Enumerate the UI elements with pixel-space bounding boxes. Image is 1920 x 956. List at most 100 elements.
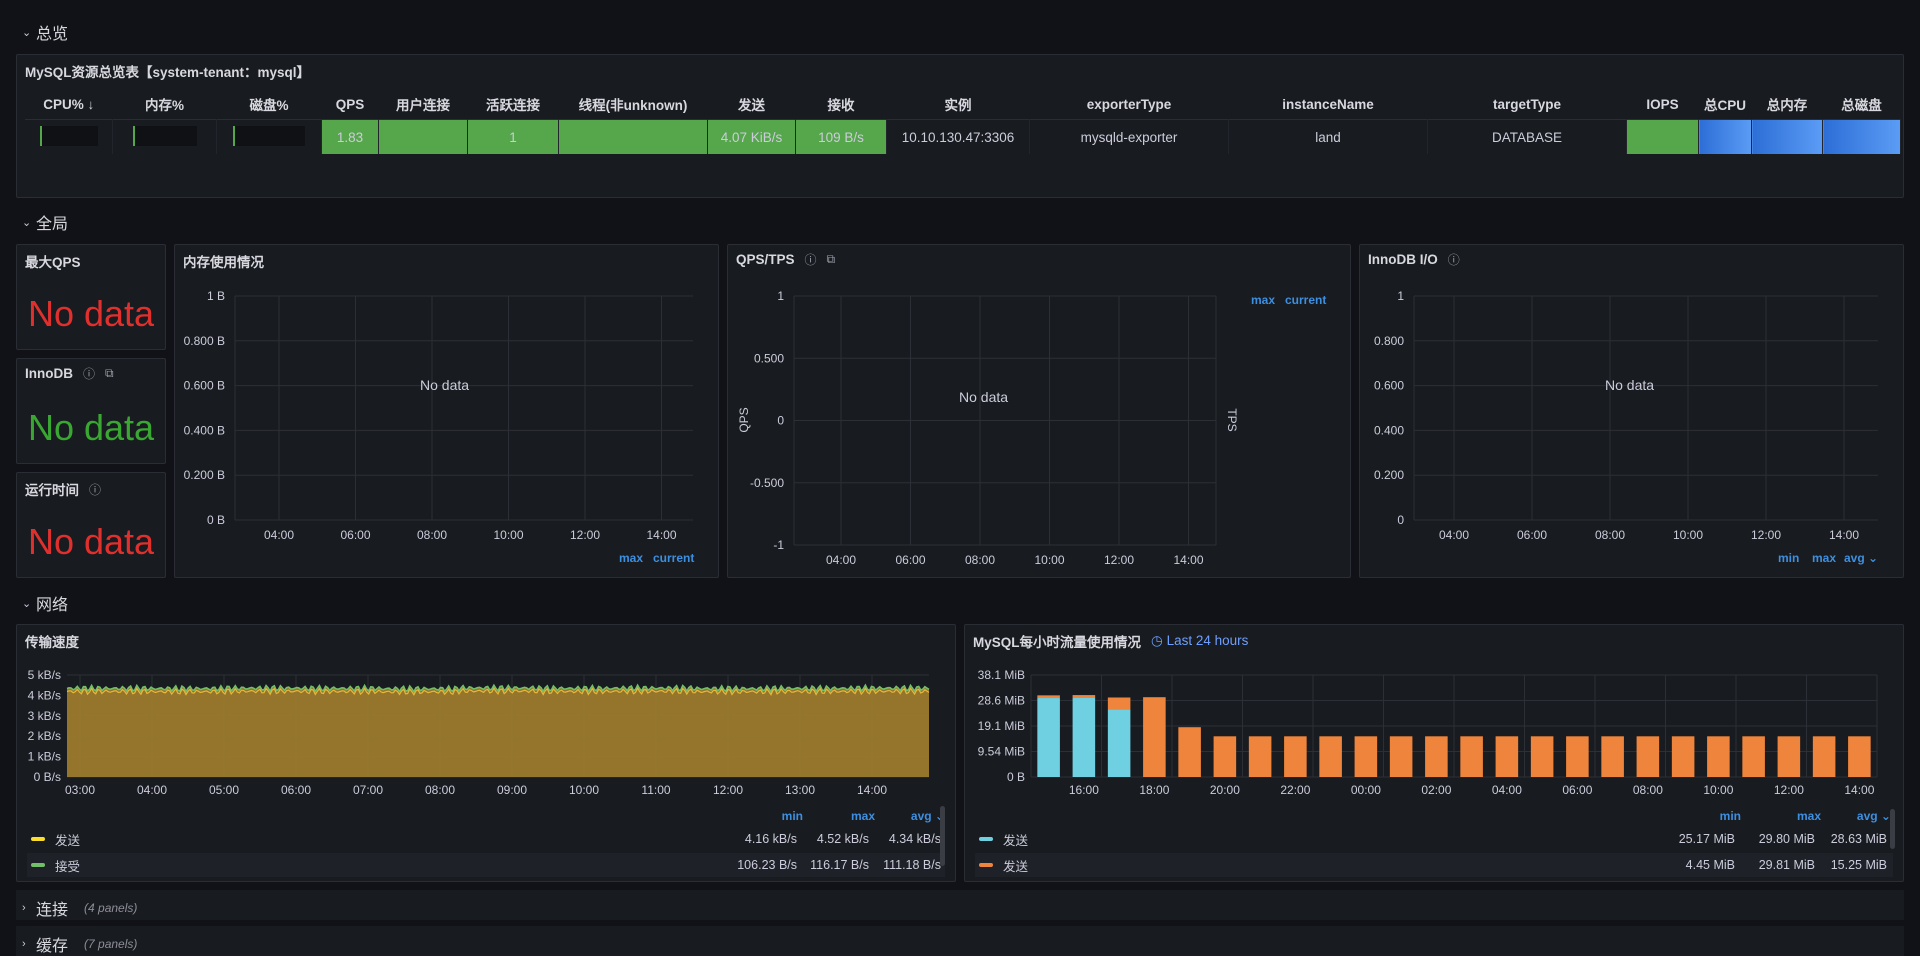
- row-global[interactable]: ⌄ 全局: [22, 210, 68, 234]
- column-header[interactable]: 总磁盘: [1841, 98, 1882, 113]
- column-header[interactable]: targetType: [1492, 96, 1561, 112]
- x-tick-label: 00:00: [1351, 783, 1381, 795]
- external-link-icon[interactable]: ⧉: [826, 252, 836, 266]
- legend-min[interactable]: min: [1778, 551, 1800, 565]
- legend-row[interactable]: 发送 4.45 MiB 29.81 MiB 15.25 MiB: [975, 853, 1893, 877]
- row-connections[interactable]: › 连接 (4 panels): [22, 896, 137, 920]
- y-tick-label: 1: [777, 289, 784, 303]
- y-tick-label: 19.1 MiB: [978, 719, 1025, 733]
- series-swatch: [979, 837, 993, 841]
- stat-header-min[interactable]: min: [1719, 809, 1741, 823]
- clock-icon: ◷: [1151, 633, 1163, 648]
- column-header[interactable]: IOPS: [1646, 96, 1679, 112]
- info-icon[interactable]: ⓘ: [89, 482, 102, 497]
- series-avg: 111.18 B/s: [883, 858, 941, 872]
- stat-header-max[interactable]: max: [850, 809, 875, 823]
- info-icon[interactable]: ⓘ: [83, 367, 96, 381]
- y-tick-label: 0.800 B: [184, 334, 225, 348]
- y-tick-label: 1 kB/s: [28, 750, 61, 764]
- legend-max[interactable]: max: [619, 551, 644, 565]
- legend-max[interactable]: max: [1251, 293, 1276, 307]
- x-tick-label: 12:00: [570, 528, 600, 542]
- stat-header-min[interactable]: min: [781, 809, 803, 823]
- column-header[interactable]: 发送: [738, 98, 765, 113]
- legend-current[interactable]: current: [1285, 293, 1327, 307]
- column-header[interactable]: 用户连接: [396, 98, 450, 113]
- y-tick-label: 2 kB/s: [28, 729, 61, 743]
- x-tick-label: 22:00: [1280, 783, 1310, 795]
- legend-row[interactable]: 发送 4.16 kB/s 4.52 kB/s 4.34 kB/s: [27, 827, 945, 851]
- info-icon[interactable]: ⓘ: [804, 253, 817, 267]
- qps-tps-chart: 1 0.500 0 -0.500 -1 04:00 06:00 08:00 10:00 12:00…: [737, 289, 1239, 567]
- row-overview[interactable]: ⌄ 总览: [22, 20, 68, 44]
- series-line-recv: [66, 683, 930, 694]
- legend-row[interactable]: 接受 106.23 B/s 116.17 B/s 111.18 B/s: [27, 853, 945, 877]
- row-cache-bar[interactable]: [16, 926, 1904, 956]
- panel-title: 传输速度: [25, 635, 79, 650]
- x-tick-label: 12:00: [1774, 783, 1804, 795]
- column-header[interactable]: 总内存: [1766, 98, 1808, 113]
- x-tick-label: 14:00: [646, 528, 676, 542]
- legend-row[interactable]: 发送 25.17 MiB 29.80 MiB 28.63 MiB: [975, 827, 1893, 851]
- qps-tps-panel: QPS/TPS ⓘ ⧉ 1 0.500 0 -0.500 -1 04:00 06:00 08:00…: [727, 244, 1351, 578]
- legend-current[interactable]: current: [653, 551, 695, 565]
- y-tick-label: 0.800: [1374, 334, 1404, 348]
- column-header[interactable]: instanceName: [1282, 96, 1374, 112]
- bar-send-orange: [1389, 736, 1413, 777]
- panel-title: QPS/TPS: [736, 252, 795, 267]
- column-header[interactable]: QPS: [335, 96, 365, 112]
- row-connections-bar[interactable]: [16, 890, 1904, 920]
- y-tick-label: -0.500: [750, 476, 784, 490]
- y-tick-label: 9.54 MiB: [978, 745, 1025, 759]
- bar-send-orange: [1354, 736, 1378, 777]
- column-header[interactable]: 线程(非unknown): [578, 98, 688, 113]
- cell-user-conn: [378, 119, 468, 154]
- legend-avg[interactable]: avg ⌄: [1844, 551, 1879, 565]
- x-tick-label: 06:00: [1517, 528, 1547, 542]
- stat-header-avg[interactable]: avg ⌄: [1856, 809, 1891, 823]
- external-link-icon[interactable]: ⧉: [105, 366, 114, 380]
- column-header[interactable]: 实例: [944, 98, 972, 113]
- bar-send-orange: [1848, 736, 1871, 777]
- stat-header-max[interactable]: max: [1796, 809, 1821, 823]
- memory-chart: 1 B 0.800 B 0.600 B 0.400 B 0.200 B 0 B 04:00 0…: [184, 289, 693, 542]
- stat-panel-uptime: 运行时间 ⓘ No data: [16, 472, 166, 578]
- column-header[interactable]: 接收: [827, 98, 855, 113]
- legend-scrollbar[interactable]: [1890, 809, 1895, 849]
- series-avg: 15.25 MiB: [1830, 858, 1887, 872]
- column-header[interactable]: CPU% ↓: [43, 96, 95, 112]
- column-header[interactable]: 活跃连接: [486, 98, 540, 113]
- transfer-chart: 5 kB/s 4 kB/s 3 kB/s 2 kB/s 1 kB/s 0 B/s 03:00…: [28, 668, 930, 795]
- bar-send-blue: [1072, 697, 1096, 777]
- series-min: 25.17 MiB: [1678, 832, 1735, 846]
- panel-title: InnoDB I/O: [1368, 252, 1438, 267]
- legend-scrollbar[interactable]: [940, 806, 945, 866]
- y-tick-label: 0: [777, 414, 784, 428]
- stat-header-avg[interactable]: avg ⌄: [910, 809, 945, 823]
- series-min: 106.23 B/s: [737, 858, 797, 872]
- x-tick-label: 11:00: [641, 783, 670, 795]
- bar-send-blue: [1037, 698, 1060, 777]
- bar-send-orange: [1707, 736, 1730, 777]
- x-tick-label: 06:00: [340, 528, 370, 542]
- x-tick-label: 14:00: [1173, 553, 1203, 567]
- row-network[interactable]: ⌄ 网络: [22, 591, 68, 615]
- cell-target-type: DATABASE: [1427, 119, 1627, 154]
- column-header[interactable]: 内存%: [144, 98, 184, 113]
- column-header[interactable]: 磁盘%: [249, 98, 289, 113]
- bar-send-orange: [1425, 736, 1448, 777]
- time-range-badge[interactable]: ◷ Last 24 hours: [1151, 633, 1248, 649]
- series-line-send: [66, 686, 930, 696]
- bar-send-orange: [1566, 736, 1589, 777]
- legend-max[interactable]: max: [1812, 551, 1837, 565]
- y-tick-label: 5 kB/s: [28, 668, 61, 682]
- cell-mem: [112, 119, 217, 154]
- bar-send-orange: [1742, 736, 1765, 777]
- row-cache[interactable]: › 缓存 (7 panels): [22, 932, 137, 956]
- info-icon[interactable]: ⓘ: [1447, 253, 1460, 267]
- column-header[interactable]: 总CPU: [1703, 98, 1746, 113]
- bar-send-orange: [1530, 736, 1554, 777]
- x-tick-label: 06:00: [281, 783, 311, 795]
- table-row[interactable]: 1.83 1 4.07 KiB/s 109 B/s 10.10.130.47:3…: [25, 119, 1901, 154]
- column-header[interactable]: exporterType: [1086, 96, 1172, 112]
